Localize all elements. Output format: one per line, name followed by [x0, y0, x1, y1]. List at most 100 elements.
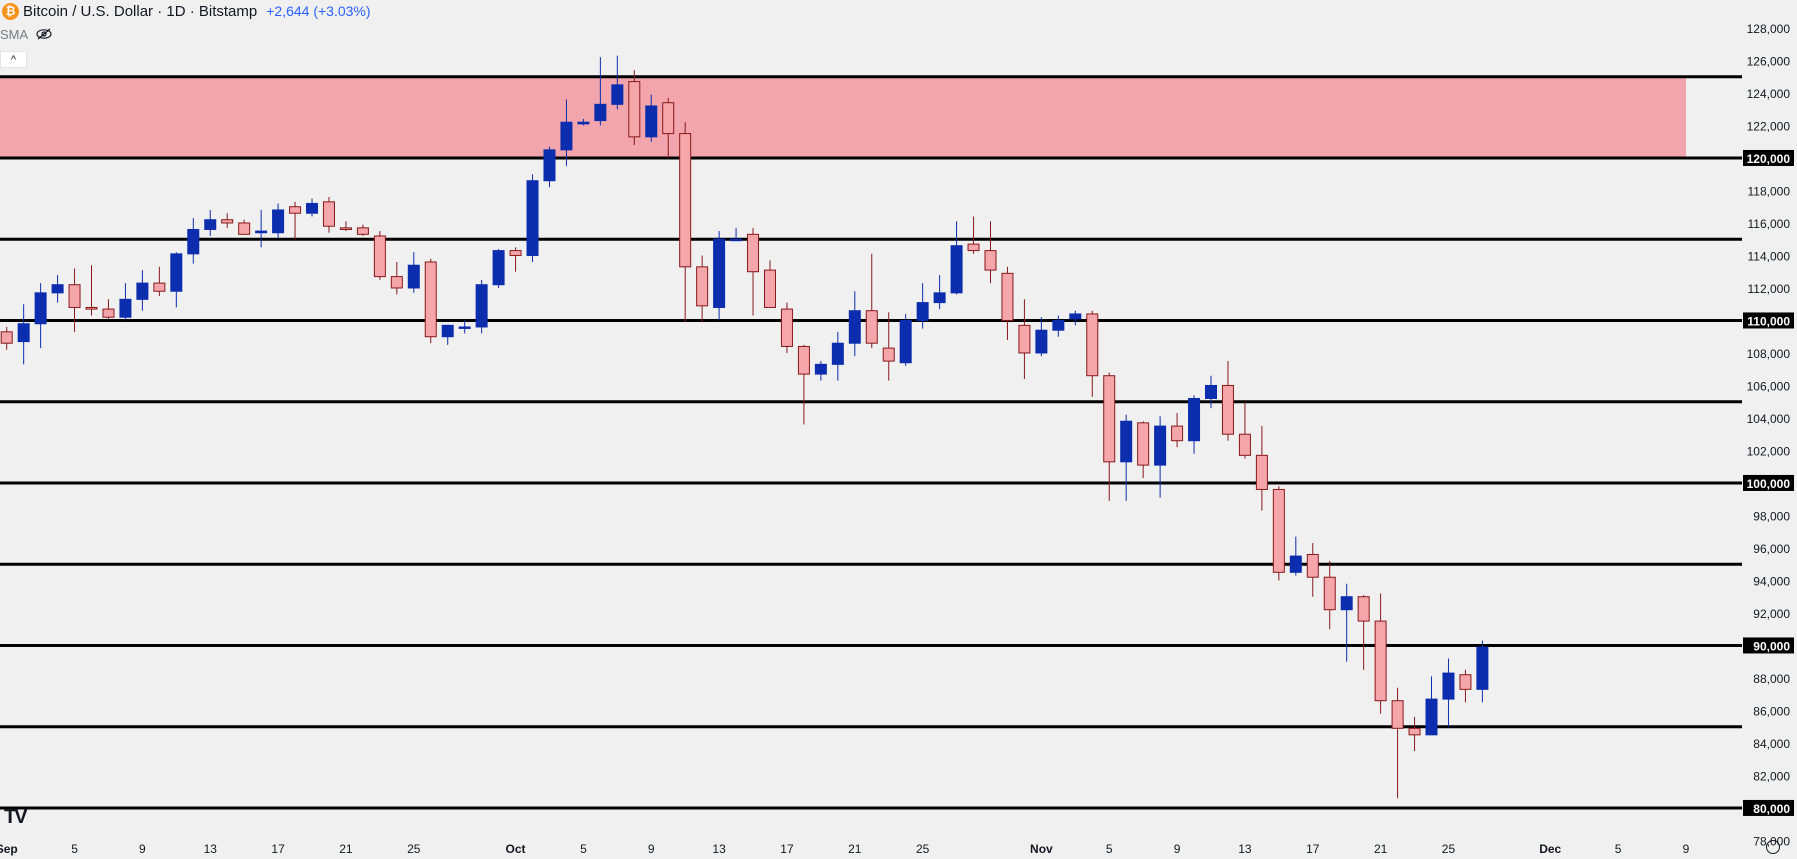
candle-body — [390, 276, 403, 289]
candle — [679, 122, 692, 323]
candle — [916, 283, 929, 329]
candle-body — [763, 269, 776, 308]
candle — [1238, 401, 1251, 459]
candle — [322, 196, 335, 233]
candle — [1459, 669, 1472, 703]
candle — [696, 255, 709, 323]
price-tick-label: 88,000 — [1753, 672, 1790, 686]
candle-body — [1289, 555, 1302, 573]
candle — [1425, 676, 1438, 736]
candle-body — [1238, 433, 1251, 456]
candle-body — [1171, 425, 1184, 442]
price-tick-label: 104,000 — [1747, 412, 1791, 426]
price-tick-label: 96,000 — [1753, 542, 1790, 556]
price-level-label-bg — [1743, 637, 1794, 654]
price-level-label: 110,000 — [1747, 314, 1790, 328]
candle — [831, 331, 844, 381]
candle — [306, 198, 319, 217]
candle — [272, 203, 285, 238]
bitcoin-icon: ₿ — [2, 2, 19, 20]
candle-body — [848, 310, 861, 344]
candle — [0, 326, 13, 350]
candle-body — [1154, 425, 1167, 466]
candle — [1408, 716, 1421, 752]
price-tick-label: 128,000 — [1747, 22, 1791, 36]
candle — [1323, 560, 1336, 630]
candle-body — [1052, 319, 1065, 331]
price-tick-label: 124,000 — [1747, 87, 1791, 101]
price-tick-label: 98,000 — [1753, 509, 1790, 523]
price-tick-label: 92,000 — [1753, 607, 1790, 621]
candle-body — [730, 238, 743, 242]
collapse-legend-button[interactable]: ^ — [0, 51, 27, 68]
candle-body — [339, 227, 352, 230]
candle — [51, 274, 64, 303]
candle-body — [0, 331, 13, 344]
date-tick-label: 21 — [339, 842, 353, 856]
candle-body — [1035, 329, 1048, 354]
date-tick-label: 13 — [1238, 842, 1252, 856]
candle — [814, 361, 827, 381]
candle-body — [170, 253, 183, 292]
candle — [119, 283, 132, 321]
candle-body — [797, 345, 810, 375]
candle-body — [662, 102, 675, 135]
candle — [1154, 416, 1167, 498]
date-tick-label: 9 — [1174, 842, 1181, 856]
candle-body — [611, 84, 624, 105]
candle-body — [187, 228, 200, 255]
candle-body — [373, 235, 386, 278]
candle — [1205, 375, 1218, 409]
date-tick-label: 5 — [580, 842, 587, 856]
candle — [747, 227, 760, 316]
candle-body — [1374, 620, 1387, 702]
candle-body — [1205, 384, 1218, 399]
candle — [136, 270, 149, 311]
candle — [1255, 426, 1268, 511]
candle — [1442, 658, 1455, 727]
candle-body — [628, 81, 641, 138]
price-tick-label: 82,000 — [1753, 769, 1790, 783]
candle — [68, 268, 81, 332]
price-tick-label: 106,000 — [1747, 379, 1791, 393]
candle — [1476, 640, 1489, 703]
candle-body — [221, 219, 234, 224]
gear-icon[interactable] — [1766, 840, 1780, 854]
candle-body — [204, 219, 217, 230]
price-tick-label: 116,000 — [1748, 217, 1791, 231]
candle — [899, 313, 912, 366]
candle — [1340, 583, 1353, 662]
candle-body — [289, 206, 302, 214]
candle-body — [102, 308, 115, 318]
symbol-title[interactable]: Bitcoin / U.S. Dollar · 1D · Bitstamp — [23, 2, 258, 20]
candle — [526, 174, 539, 262]
resistance-zone — [0, 76, 1686, 158]
candle — [390, 261, 403, 295]
candle-body — [577, 121, 590, 125]
hidden-eye-icon[interactable] — [36, 28, 52, 40]
price-tick-label: 114,000 — [1748, 249, 1791, 263]
candle-body — [1391, 700, 1404, 729]
candle-body — [780, 308, 793, 347]
candle-body — [1001, 272, 1014, 321]
candle-body — [153, 282, 166, 292]
candle — [865, 253, 878, 349]
date-tick-label: 17 — [271, 842, 285, 856]
candle-body — [1425, 698, 1438, 736]
candle — [950, 221, 963, 295]
candle — [628, 70, 641, 145]
candle — [1001, 266, 1014, 340]
candle-body — [933, 292, 946, 304]
candle — [780, 302, 793, 353]
date-tick-label: 5 — [71, 842, 78, 856]
candle-body — [950, 245, 963, 294]
candle-body — [17, 323, 30, 343]
price-tick-label: 102,000 — [1747, 444, 1791, 458]
date-tick-label: 9 — [648, 842, 655, 856]
price-level-label: 120,000 — [1747, 152, 1791, 166]
price-tick-label: 112,000 — [1748, 282, 1791, 296]
indicator-label[interactable]: SMA — [0, 26, 29, 42]
price-change: +2,644 (+3.03%) — [266, 3, 371, 19]
candle — [543, 146, 556, 188]
